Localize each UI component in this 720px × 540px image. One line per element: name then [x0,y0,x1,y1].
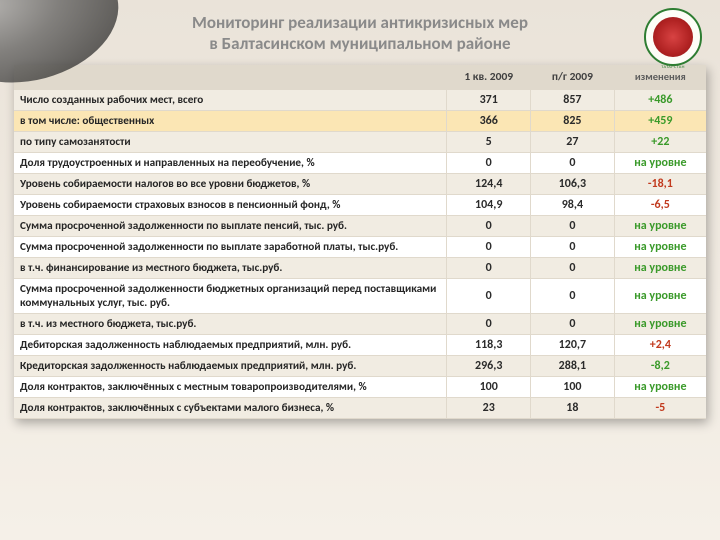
row-q1-value: 23 [447,397,531,418]
row-change-value: +2,4 [614,334,706,355]
col-header-hy: п/г 2009 [531,65,615,90]
row-change-value: на уровне [614,313,706,334]
row-label: Сумма просроченной задолженности бюджетн… [14,278,447,313]
emblem-inner [653,17,693,57]
row-label: Сумма просроченной задолженности по выпл… [14,215,447,236]
table-row: в т.ч. финансирование из местного бюджет… [14,257,706,278]
row-hy-value: 27 [531,131,615,152]
row-q1-value: 366 [447,110,531,131]
row-hy-value: 106,3 [531,173,615,194]
row-change-value: -5 [614,397,706,418]
table-row: Доля контрактов, заключённых с субъектам… [14,397,706,418]
row-hy-value: 120,7 [531,334,615,355]
row-q1-value: 0 [447,257,531,278]
row-change-value: на уровне [614,236,706,257]
row-hy-value: 0 [531,257,615,278]
row-q1-value: 0 [447,313,531,334]
monitoring-table: 1 кв. 2009 п/г 2009 изменения Число созд… [14,65,706,419]
row-label: Сумма просроченной задолженности по выпл… [14,236,447,257]
col-header-change: изменения [614,65,706,90]
row-label: в том числе: общественных [14,110,447,131]
row-change-value: -6,5 [614,194,706,215]
row-label: по типу самозанятости [14,131,447,152]
table-row: в том числе: общественных366825+459 [14,110,706,131]
row-q1-value: 5 [447,131,531,152]
row-hy-value: 0 [531,236,615,257]
row-label: в т.ч. финансирование из местного бюджет… [14,257,447,278]
row-hy-value: 825 [531,110,615,131]
row-label: Уровень собираемости страховых взносов в… [14,194,447,215]
row-label: Уровень собираемости налогов во все уров… [14,173,447,194]
row-label: Доля контрактов, заключённых с субъектам… [14,397,447,418]
row-q1-value: 118,3 [447,334,531,355]
row-label: Число созданных рабочих мест, всего [14,89,447,110]
row-hy-value: 0 [531,152,615,173]
row-change-value: на уровне [614,376,706,397]
row-hy-value: 0 [531,278,615,313]
row-change-value: на уровне [614,257,706,278]
row-q1-value: 296,3 [447,355,531,376]
row-change-value: на уровне [614,215,706,236]
row-q1-value: 0 [447,215,531,236]
table-row: по типу самозанятости527+22 [14,131,706,152]
table-row: Уровень собираемости страховых взносов в… [14,194,706,215]
row-q1-value: 0 [447,152,531,173]
row-change-value: -18,1 [614,173,706,194]
table-header-row: 1 кв. 2009 п/г 2009 изменения [14,65,706,90]
table-row: в т.ч. из местного бюджета, тыс.руб.00на… [14,313,706,334]
row-hy-value: 288,1 [531,355,615,376]
table-row: Сумма просроченной задолженности по выпл… [14,215,706,236]
row-label: Доля контрактов, заключённых с местным т… [14,376,447,397]
row-hy-value: 98,4 [531,194,615,215]
table-row: Уровень собираемости налогов во все уров… [14,173,706,194]
row-hy-value: 100 [531,376,615,397]
emblem-badge [644,8,702,66]
row-q1-value: 0 [447,278,531,313]
table-row: Дебиторская задолженность наблюдаемых пр… [14,334,706,355]
row-label: Дебиторская задолженность наблюдаемых пр… [14,334,447,355]
col-header-label [14,65,447,90]
row-q1-value: 371 [447,89,531,110]
row-q1-value: 124,4 [447,173,531,194]
table-row: Доля трудоустроенных и направленных на п… [14,152,706,173]
row-hy-value: 0 [531,215,615,236]
row-label: Доля трудоустроенных и направленных на п… [14,152,447,173]
table-row: Кредиторская задолженность наблюдаемых п… [14,355,706,376]
row-hy-value: 0 [531,313,615,334]
row-change-value: -8,2 [614,355,706,376]
row-change-value: +22 [614,131,706,152]
table-body: Число созданных рабочих мест, всего37185… [14,89,706,418]
table-row: Сумма просроченной задолженности бюджетн… [14,278,706,313]
row-change-value: на уровне [614,152,706,173]
row-label: Кредиторская задолженность наблюдаемых п… [14,355,447,376]
row-change-value: +459 [614,110,706,131]
row-change-value: +486 [614,89,706,110]
col-header-q1: 1 кв. 2009 [447,65,531,90]
monitoring-table-wrap: 1 кв. 2009 п/г 2009 изменения Число созд… [14,65,706,419]
row-q1-value: 100 [447,376,531,397]
row-label: в т.ч. из местного бюджета, тыс.руб. [14,313,447,334]
table-row: Доля контрактов, заключённых с местным т… [14,376,706,397]
row-q1-value: 104,9 [447,194,531,215]
row-q1-value: 0 [447,236,531,257]
table-row: Сумма просроченной задолженности по выпл… [14,236,706,257]
row-change-value: на уровне [614,278,706,313]
table-row: Число созданных рабочих мест, всего37185… [14,89,706,110]
row-hy-value: 18 [531,397,615,418]
row-hy-value: 857 [531,89,615,110]
